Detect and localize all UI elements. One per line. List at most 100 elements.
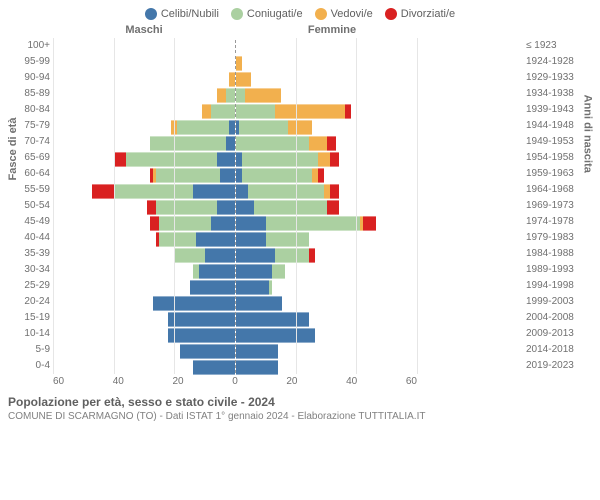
bar-segment <box>174 248 204 263</box>
bar-segment <box>202 104 211 119</box>
age-label: 60-64 <box>8 166 50 182</box>
bar-female <box>235 184 418 197</box>
footer-subtitle: COMUNE DI SCARMAGNO (TO) - Dati ISTAT 1°… <box>8 411 592 422</box>
year-label: 2014-2018 <box>526 342 592 358</box>
bar-segment <box>196 232 235 247</box>
legend-swatch <box>315 8 327 20</box>
pyramid-row: 70-741949-1953 <box>53 134 522 150</box>
year-label: 1939-1943 <box>526 102 592 118</box>
bar-male <box>53 56 235 69</box>
pyramid-row: 15-192004-2008 <box>53 310 522 326</box>
bar-male <box>53 200 235 213</box>
year-label: 2019-2023 <box>526 358 592 374</box>
year-label: 1974-1978 <box>526 214 592 230</box>
x-tick: 20 <box>286 376 297 387</box>
bar-segment <box>266 232 308 247</box>
year-label: ≤ 1923 <box>526 38 592 54</box>
x-tick: 40 <box>113 376 124 387</box>
bar-male <box>53 104 235 117</box>
chart-footer: Popolazione per età, sesso e stato civil… <box>8 395 592 422</box>
bar-segment <box>236 296 282 311</box>
bar-female <box>235 200 418 213</box>
age-label: 35-39 <box>8 246 50 262</box>
pyramid-row: 85-891934-1938 <box>53 86 522 102</box>
bar-female <box>235 72 418 85</box>
header-femmine: Femmine <box>235 24 423 36</box>
age-label: 75-79 <box>8 118 50 134</box>
bar-segment <box>236 280 269 295</box>
legend-item: Coniugati/e <box>231 8 303 20</box>
bar-segment <box>217 200 235 215</box>
bar-male <box>53 296 235 309</box>
pyramid-row: 20-241999-2003 <box>53 294 522 310</box>
bar-male <box>53 312 235 325</box>
x-axis: 6040200204060 <box>8 376 592 387</box>
year-label: 2004-2008 <box>526 310 592 326</box>
bar-female <box>235 280 418 293</box>
bar-male <box>53 232 235 245</box>
bar-segment <box>147 200 156 215</box>
year-label: 1979-1983 <box>526 230 592 246</box>
bar-segment <box>150 136 226 151</box>
legend-item: Divorziati/e <box>385 8 455 20</box>
bar-segment <box>236 344 278 359</box>
bar-segment <box>309 136 327 151</box>
bar-segment <box>156 168 220 183</box>
bar-segment <box>327 200 339 215</box>
year-label: 1934-1938 <box>526 86 592 102</box>
bar-segment <box>236 312 309 327</box>
bar-segment <box>269 280 272 295</box>
bar-female <box>235 104 418 117</box>
year-label: 1949-1953 <box>526 134 592 150</box>
bar-male <box>53 344 235 357</box>
bar-female <box>235 216 418 229</box>
bar-segment <box>242 168 312 183</box>
bar-segment <box>236 200 254 215</box>
legend-swatch <box>145 8 157 20</box>
x-tick: 0 <box>232 376 238 387</box>
age-label: 55-59 <box>8 182 50 198</box>
age-label: 45-49 <box>8 214 50 230</box>
bar-segment <box>211 216 235 231</box>
bar-segment <box>159 216 211 231</box>
year-label: 1999-2003 <box>526 294 592 310</box>
age-label: 50-54 <box>8 198 50 214</box>
bar-segment <box>236 88 245 103</box>
pyramid-row: 45-491974-1978 <box>53 214 522 230</box>
x-tick: 60 <box>53 376 64 387</box>
bar-male <box>53 72 235 85</box>
pyramid-row: 80-841939-1943 <box>53 102 522 118</box>
bar-female <box>235 56 418 69</box>
age-label: 0-4 <box>8 358 50 374</box>
age-label: 15-19 <box>8 310 50 326</box>
age-label: 95-99 <box>8 54 50 70</box>
age-label: 30-34 <box>8 262 50 278</box>
bar-segment <box>159 232 195 247</box>
bar-segment <box>248 184 324 199</box>
age-label: 40-44 <box>8 230 50 246</box>
bar-female <box>235 40 418 53</box>
bar-segment <box>327 136 336 151</box>
bar-segment <box>239 120 288 135</box>
bar-male <box>53 280 235 293</box>
legend-label: Divorziati/e <box>401 8 455 20</box>
bar-segment <box>193 360 235 375</box>
pyramid-row: 65-691954-1958 <box>53 150 522 166</box>
bar-segment <box>236 56 242 71</box>
bar-segment <box>309 248 315 263</box>
age-label: 20-24 <box>8 294 50 310</box>
bar-male <box>53 88 235 101</box>
age-label: 5-9 <box>8 342 50 358</box>
bar-segment <box>275 104 345 119</box>
x-tick: 20 <box>172 376 183 387</box>
year-label: 1969-1973 <box>526 198 592 214</box>
bar-male <box>53 168 235 181</box>
pyramid-row: 40-441979-1983 <box>53 230 522 246</box>
pyramid-row: 30-341989-1993 <box>53 262 522 278</box>
bar-male <box>53 184 235 197</box>
footer-title: Popolazione per età, sesso e stato civil… <box>8 395 592 409</box>
legend-item: Vedovi/e <box>315 8 373 20</box>
bar-segment <box>330 152 339 167</box>
bar-male <box>53 120 235 133</box>
bar-segment <box>330 184 339 199</box>
